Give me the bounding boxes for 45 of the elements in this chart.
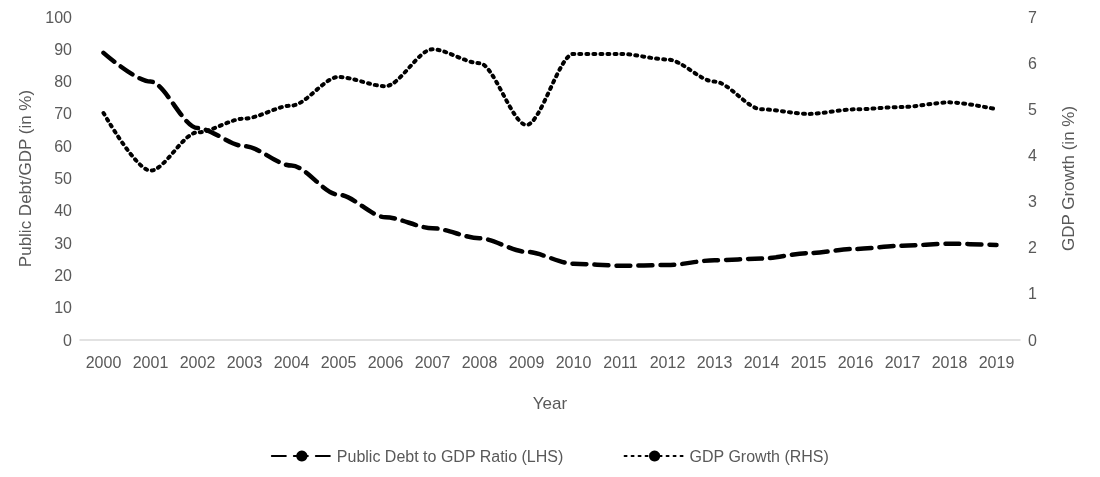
x-tick-label: 2003	[226, 353, 263, 371]
x-tick-label: 2001	[132, 353, 169, 371]
line-series	[101, 50, 999, 268]
y-tick-label: 90	[54, 40, 73, 58]
x-tick-label: 2005	[320, 353, 357, 371]
x-tick-label: 2019	[978, 353, 1015, 371]
y-tick-label: 80	[54, 73, 73, 91]
y-tick-label: 40	[54, 202, 73, 220]
y-tick-label: 30	[54, 234, 73, 252]
y-tick-label: 20	[54, 266, 73, 284]
y2-tick-label: 3	[1028, 193, 1037, 211]
y-tick-label: 70	[54, 105, 73, 123]
x-tick-label: 2007	[414, 353, 451, 371]
x-tick-label: 2004	[273, 353, 310, 371]
x-tick-label: 2009	[508, 353, 545, 371]
x-tick-label: 2008	[461, 353, 498, 371]
y-tick-label: 100	[45, 8, 73, 26]
x-tick-label: 2014	[743, 353, 780, 371]
legend-label: Public Debt to GDP Ratio (LHS)	[336, 447, 564, 465]
x-tick-label: 2002	[179, 353, 216, 371]
y2-tick-label: 6	[1028, 54, 1037, 72]
y2-tick-label: 5	[1028, 100, 1037, 118]
y-tick-label: 0	[63, 331, 73, 349]
x-tick-label: 2017	[884, 353, 921, 371]
x-tick-label: 2018	[931, 353, 968, 371]
y2-tick-label: 4	[1028, 146, 1037, 164]
x-tick-label: 2010	[555, 353, 592, 371]
x-tick-label: 2013	[696, 353, 733, 371]
x-tick-label: 2006	[367, 353, 404, 371]
y-tick-label: 10	[54, 299, 73, 317]
x-tick-label: 2000	[85, 353, 122, 371]
y2-tick-label: 1	[1028, 285, 1037, 303]
y2-axis-title: GDP Growth (in %)	[1059, 105, 1078, 252]
y2-tick-label: 2	[1028, 239, 1037, 257]
x-axis-title: Year	[532, 394, 568, 413]
x-tick-label: 2012	[649, 353, 686, 371]
x-tick-label: 2015	[790, 353, 827, 371]
x-tick-label: 2016	[837, 353, 874, 371]
y-axis-title: Public Debt/GDP (in %)	[16, 89, 36, 268]
y-tick-label: 60	[54, 137, 73, 155]
y2-tick-label: 7	[1028, 8, 1037, 26]
y-tick-label: 50	[54, 170, 73, 187]
x-tick-label: 2011	[603, 353, 638, 371]
y2-tick-label: 0	[1028, 331, 1037, 349]
legend-label: GDP Growth (RHS)	[689, 447, 829, 465]
